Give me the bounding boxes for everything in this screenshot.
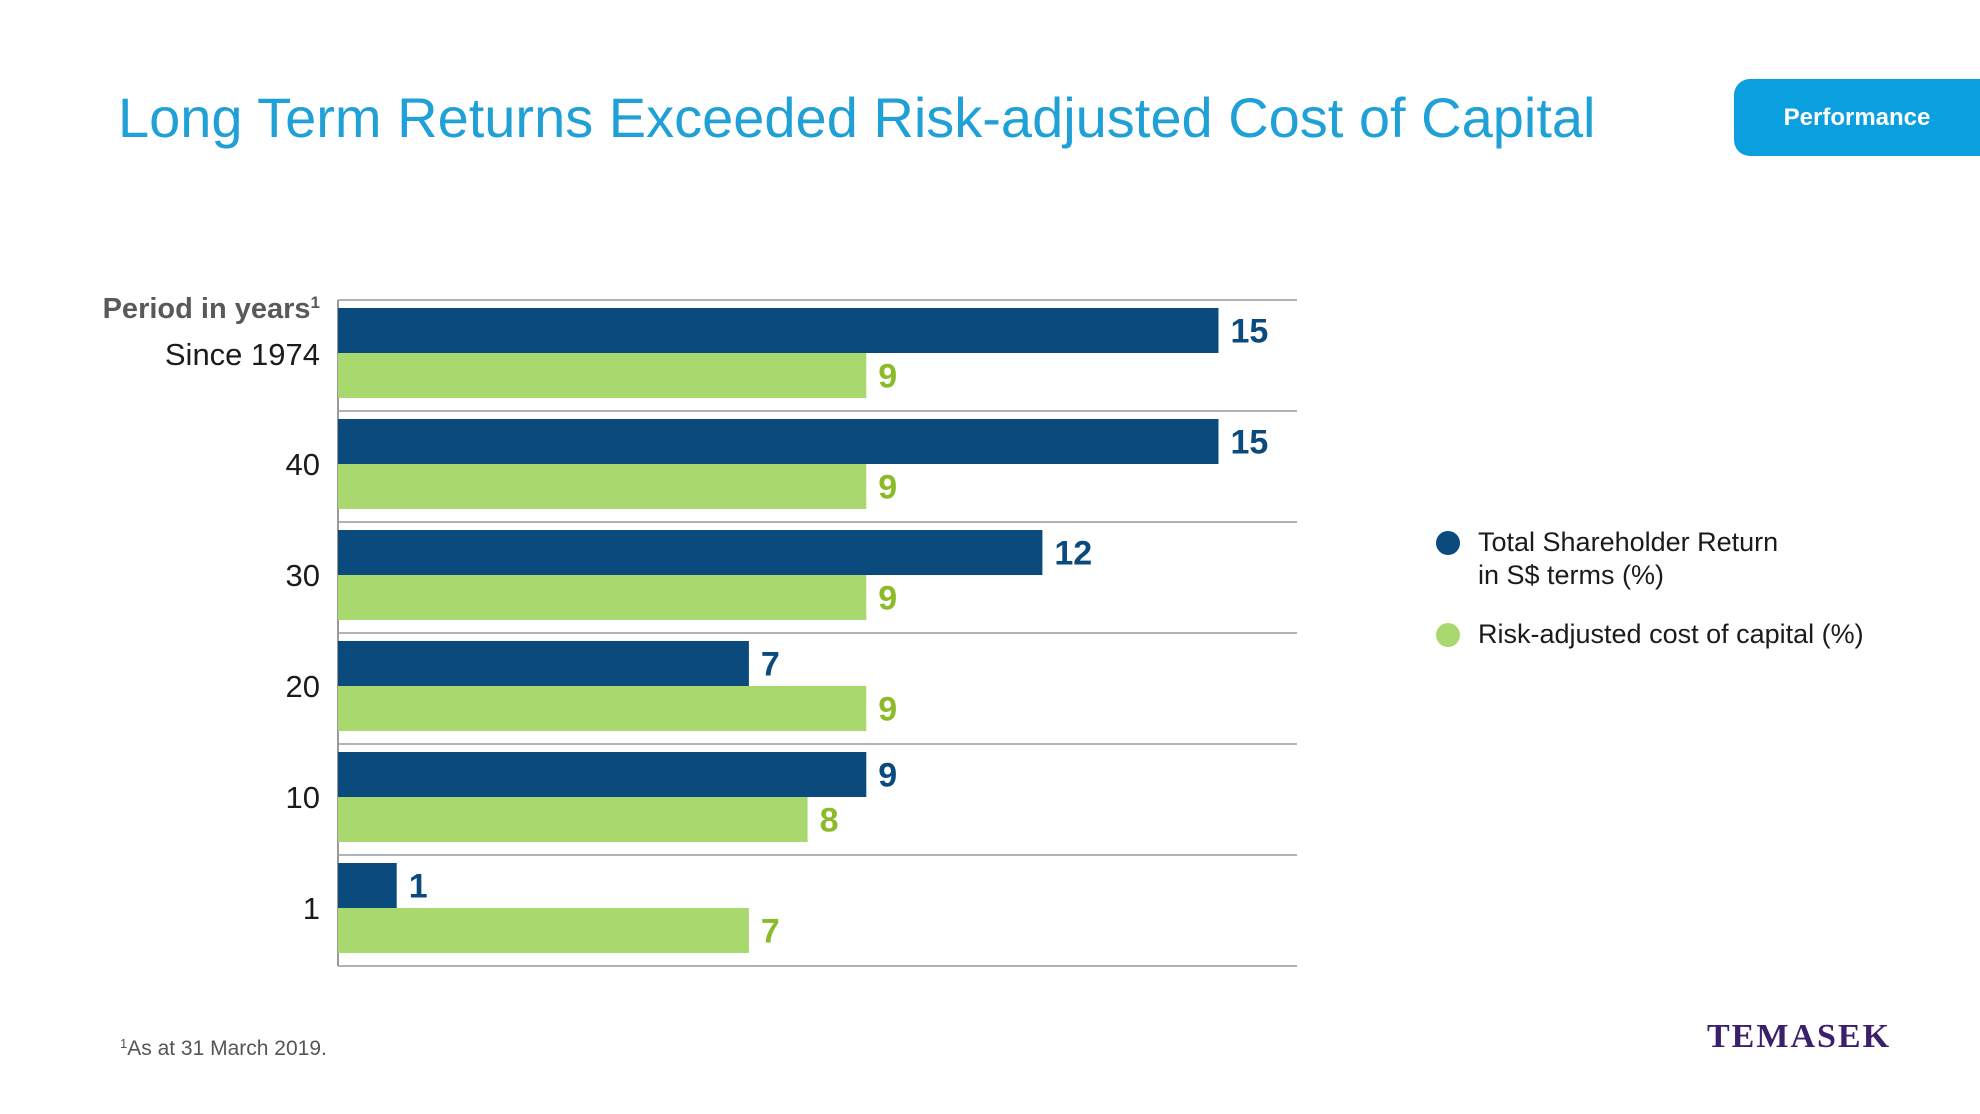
category-label-1: 1: [302, 891, 320, 926]
data-label-cost: 9: [878, 691, 897, 729]
footnote-text: As at 31 March 2019.: [127, 1037, 327, 1060]
bar-cost: [338, 575, 867, 620]
category-label-10: 10: [285, 780, 320, 815]
legend-swatch-cost: [1436, 623, 1460, 647]
bar-cost: [338, 908, 749, 953]
data-label-tsr: 9: [878, 757, 897, 795]
bar-tsr: [338, 530, 1043, 575]
bar-tsr: [338, 419, 1219, 464]
category-axis-header-footnote-mark: 1: [310, 293, 320, 312]
bar-tsr: [338, 641, 749, 686]
category-label-40: 40: [285, 447, 320, 482]
legend-item-tsr: Total Shareholder Return in S$ terms (%): [1436, 526, 1778, 592]
data-label-cost: 7: [761, 913, 780, 951]
data-label-tsr: 12: [1054, 535, 1092, 573]
category-label-20: 20: [285, 669, 320, 704]
bar-cost: [338, 353, 867, 398]
data-label-cost: 9: [878, 469, 897, 507]
data-label-tsr: 15: [1231, 313, 1269, 351]
category-axis-header: Period in years1: [103, 293, 320, 326]
data-label-tsr: 15: [1231, 424, 1269, 462]
data-label-tsr: 1: [409, 868, 428, 906]
bar-cost: [338, 464, 867, 509]
legend-swatch-tsr: [1436, 531, 1460, 555]
bar-tsr: [338, 863, 397, 908]
bar-tsr: [338, 752, 867, 797]
data-label-cost: 8: [820, 802, 839, 840]
legend-item-cost: Risk-adjusted cost of capital (%): [1436, 618, 1864, 651]
data-label-cost: 9: [878, 580, 897, 618]
category-axis-header-text: Period in years: [102, 293, 311, 325]
footnote-mark: 1: [120, 1036, 128, 1051]
legend-label-tsr-line1: Total Shareholder Return: [1478, 527, 1779, 557]
page-title: Long Term Returns Exceeded Risk-adjusted…: [118, 86, 1596, 149]
temasek-logo: TEMASEK: [1707, 1018, 1892, 1055]
bar-cost: [338, 797, 808, 842]
category-label-since-1974: Since 1974: [164, 337, 320, 372]
data-label-cost: 9: [878, 358, 897, 396]
section-tab-performance[interactable]: Performance: [1734, 79, 1980, 156]
footnote: 1As at 31 March 2019.: [120, 1036, 327, 1061]
legend-label-tsr-line2: in S$ terms (%): [1478, 560, 1665, 590]
legend-label-cost: Risk-adjusted cost of capital (%): [1478, 619, 1864, 649]
category-label-30: 30: [285, 558, 320, 593]
bar-cost: [338, 686, 867, 731]
bar-tsr: [338, 308, 1219, 353]
data-label-tsr: 7: [761, 646, 780, 684]
